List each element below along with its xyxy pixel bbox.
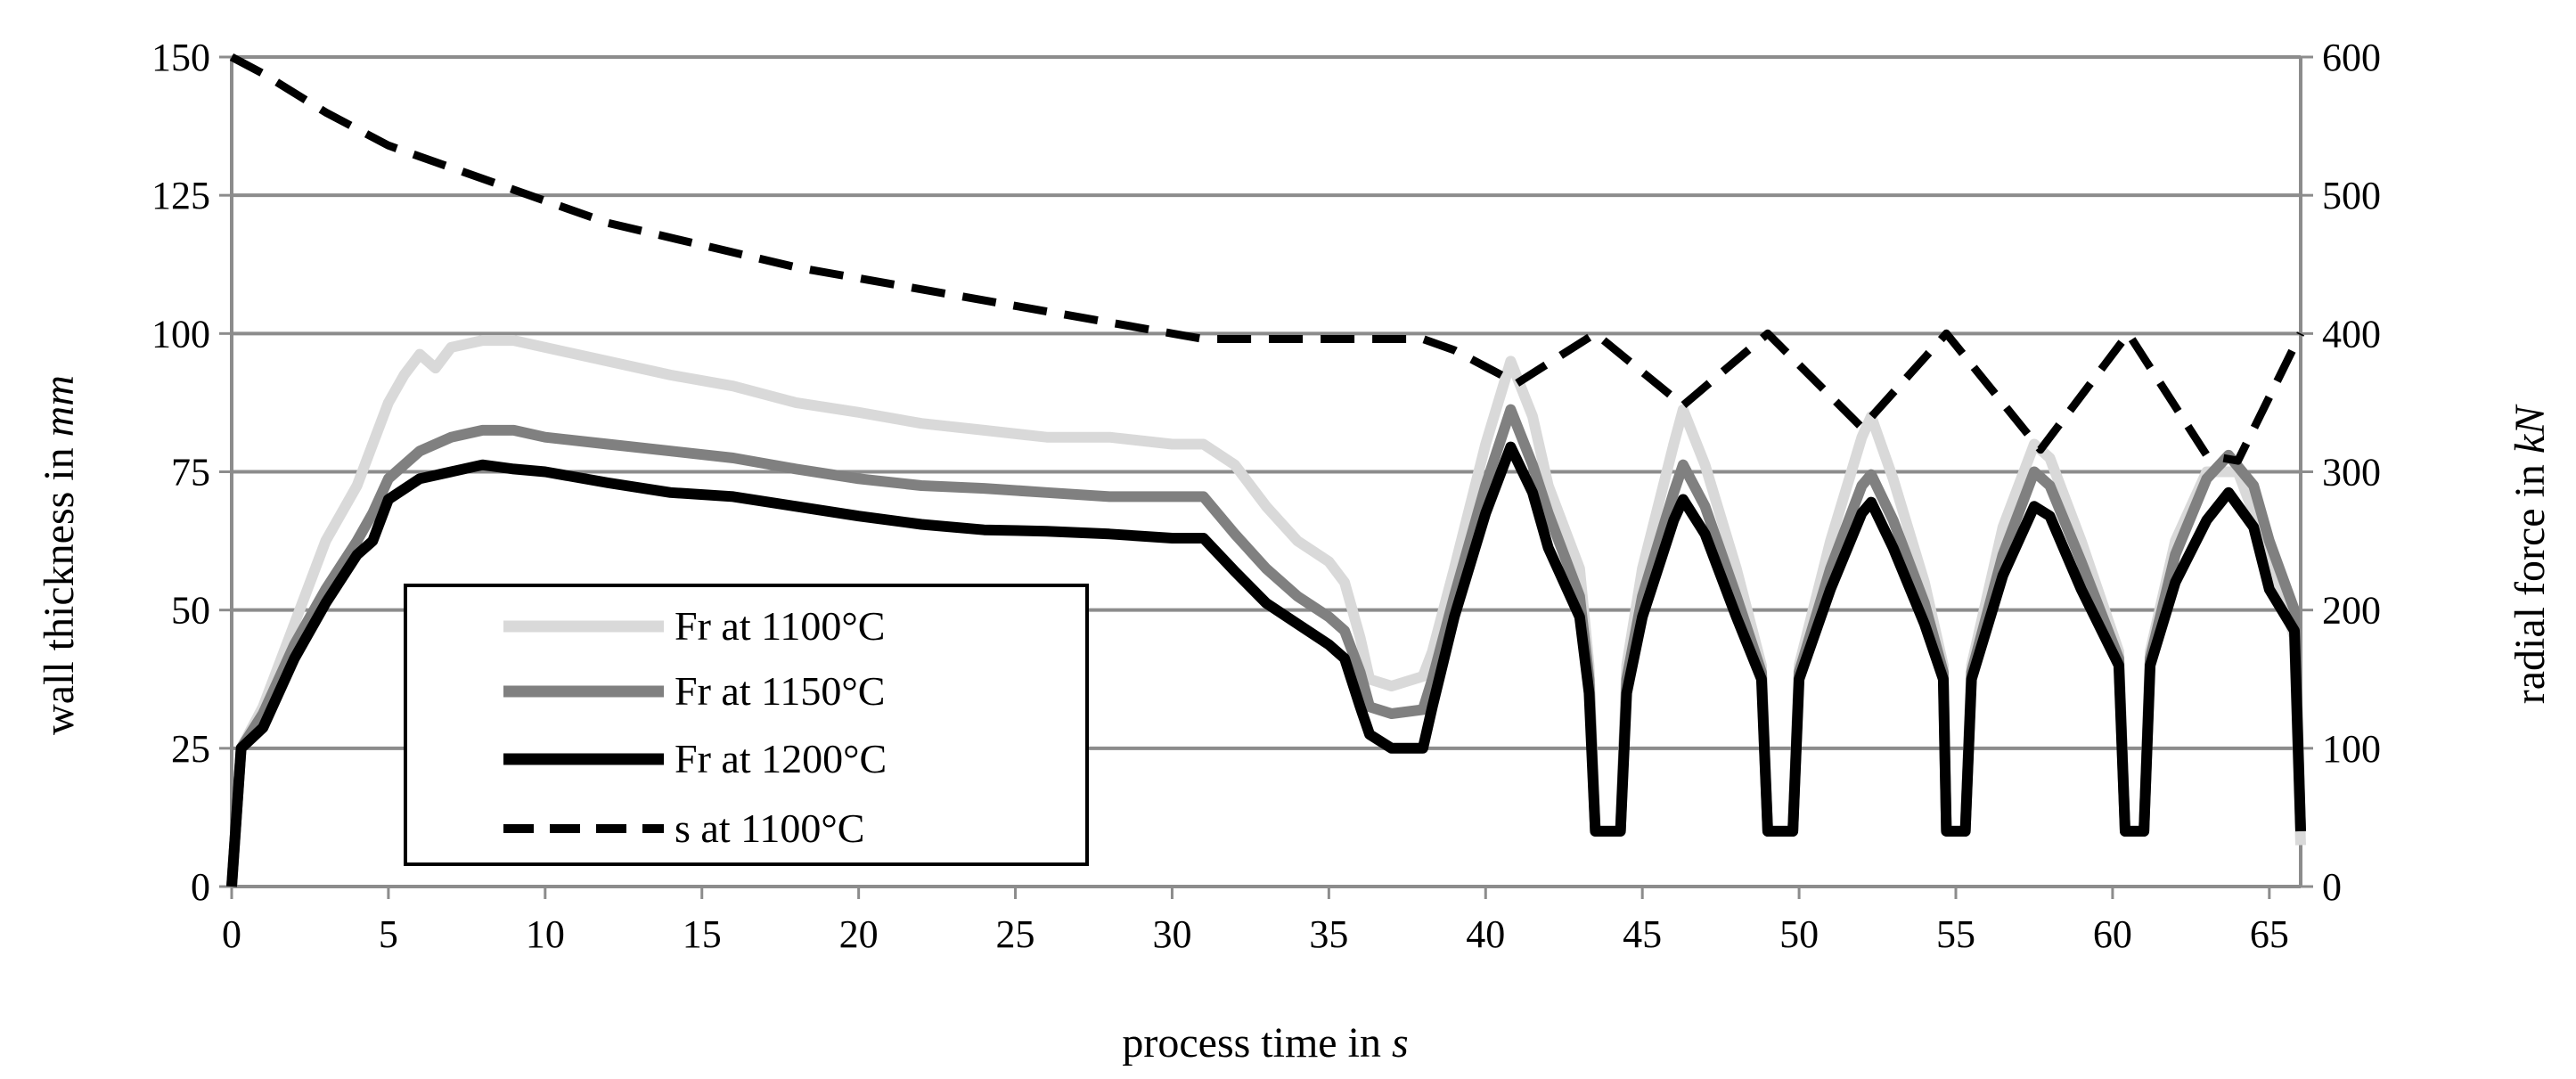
legend-label-s-1100: s at 1100°C (675, 805, 864, 851)
series-group (226, 53, 2306, 887)
x-tick-label-5: 5 (379, 912, 398, 956)
y-left-tick-label-50: 50 (171, 589, 210, 633)
y-left-tick-label-25: 25 (171, 727, 210, 771)
y-right-axis-title-unit: kN (2506, 404, 2554, 454)
y-right-tick-label-300: 300 (2322, 451, 2381, 495)
legend-label-fr-1150: Fr at 1150°C (675, 668, 885, 714)
y-left-axis-title-text: wall thickness in (36, 437, 83, 735)
series-line-0 (226, 335, 2306, 887)
y-left-tick-label-75: 75 (171, 451, 210, 495)
x-tick-label-25: 25 (996, 912, 1035, 956)
y-left-tick-label-100: 100 (151, 312, 210, 356)
y-left-tick-label-125: 125 (151, 174, 210, 217)
x-tick-label-45: 45 (1623, 912, 1662, 956)
x-tick-label-60: 60 (2093, 912, 2132, 956)
legend: Fr at 1100°C Fr at 1150°C Fr at 1200°C s… (404, 584, 1089, 866)
y-right-axis-title: radial force in kN (2506, 404, 2554, 704)
y-left-axis-title: wall thickness in mm (36, 375, 83, 735)
x-tick-label-65: 65 (2250, 912, 2289, 956)
x-axis-title-text: process time in (1122, 1019, 1392, 1067)
series-line-2 (226, 441, 2306, 887)
x-tick-label-40: 40 (1466, 912, 1505, 956)
y-left-tick-label-0: 0 (191, 865, 210, 909)
x-axis-title: process time in s (1122, 1019, 1408, 1067)
x-tick-label-10: 10 (526, 912, 565, 956)
x-tick-label-30: 30 (1152, 912, 1191, 956)
series-line-1 (226, 404, 2306, 887)
x-tick-label-35: 35 (1309, 912, 1348, 956)
y-left-tick-label-150: 150 (151, 36, 210, 79)
legend-label-fr-1100: Fr at 1100°C (675, 603, 885, 649)
x-axis-title-unit: s (1392, 1019, 1409, 1067)
series-line-3 (229, 53, 2305, 465)
y-right-tick-label-500: 500 (2322, 174, 2381, 217)
y-right-tick-label-100: 100 (2322, 727, 2381, 771)
y-right-tick-label-600: 600 (2322, 36, 2381, 79)
x-tick-label-15: 15 (683, 912, 722, 956)
x-tick-label-55: 55 (1936, 912, 1975, 956)
tick-labels: 0 25 50 75 100 125 150 0 100 200 300 400 500 600 0 5 10 1… (151, 36, 2381, 956)
y-right-axis-title-text: radial force in (2506, 454, 2554, 704)
x-tick-label-20: 20 (839, 912, 879, 956)
y-right-tick-label-200: 200 (2322, 589, 2381, 633)
legend-label-fr-1200: Fr at 1200°C (675, 736, 887, 781)
x-tick-label-50: 50 (1779, 912, 1819, 956)
y-right-tick-label-400: 400 (2322, 312, 2381, 356)
y-right-tick-label-0: 0 (2322, 865, 2342, 909)
x-tick-label-0: 0 (222, 912, 241, 956)
y-left-axis-title-unit: mm (36, 375, 83, 437)
